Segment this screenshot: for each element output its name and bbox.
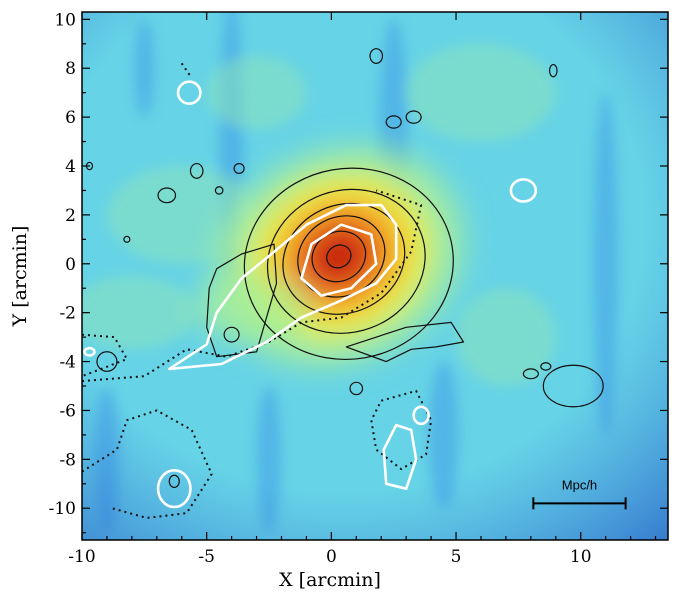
plot-area <box>82 12 668 540</box>
contour-blob <box>369 48 384 64</box>
white-contour-blob <box>509 178 538 203</box>
contour-blob <box>548 63 558 78</box>
contour-blob <box>385 115 402 129</box>
tick-labels: -10 -5 0 5 10 -10 -8 -6 -4 -2 0 2 4 6 8 10 <box>49 10 592 567</box>
y-axis-label: Y [arcmin] <box>9 226 31 328</box>
y-tick-label: 10 <box>54 10 76 30</box>
y-tick-label: 0 <box>65 255 76 275</box>
contour-level <box>282 202 406 315</box>
y-tick-label: -6 <box>59 401 76 421</box>
contour-tail <box>206 243 278 358</box>
white-contour-blob <box>83 346 96 357</box>
white-contour-low <box>382 423 418 490</box>
x-tick-label: -10 <box>68 547 95 567</box>
heatmap-level <box>311 231 366 282</box>
y-tick-label: -8 <box>59 450 76 470</box>
scale-bar: Mpc/h <box>532 477 627 510</box>
heatmap-tail <box>191 273 312 342</box>
contour-blob <box>157 187 177 204</box>
x-axis-label: X [arcmin] <box>279 569 381 591</box>
contour-blob <box>168 474 180 489</box>
contour-blob <box>214 186 224 195</box>
contour-blob <box>405 110 422 124</box>
y-tick-label: -10 <box>49 499 76 519</box>
contour-blob <box>542 364 604 408</box>
x-tick-label: 5 <box>451 547 462 567</box>
x-tick-label: -5 <box>198 547 215 567</box>
contour-blob <box>349 381 364 396</box>
y-tick-label: -2 <box>59 304 76 324</box>
y-tick-label: 6 <box>65 108 76 128</box>
contour-shelf <box>345 321 465 363</box>
contour-blob <box>223 326 240 343</box>
y-tick-label: -4 <box>59 353 76 373</box>
y-tick-label: 8 <box>65 59 76 79</box>
contour-dotted <box>82 189 423 383</box>
x-tick-label: 10 <box>570 547 592 567</box>
white-contour-blob <box>176 80 202 105</box>
contour-dotted <box>82 409 213 519</box>
contour-blob <box>233 162 245 174</box>
contour-blob <box>96 351 118 372</box>
contour-blob <box>189 162 204 179</box>
plot-frame <box>81 11 669 541</box>
contour-blob <box>522 368 539 380</box>
contours-black-dotted <box>82 62 433 519</box>
axis-ticks <box>81 12 668 540</box>
contour-blob <box>123 235 131 243</box>
white-contour-blob <box>412 405 430 426</box>
scale-bar-label: Mpc/h <box>562 477 597 492</box>
white-contour-blob <box>156 469 192 509</box>
white-contour-inner <box>300 223 378 297</box>
y-tick-label: 2 <box>65 206 76 226</box>
white-contour-main <box>168 203 398 371</box>
contour-level <box>243 167 454 361</box>
contours-white <box>83 80 538 509</box>
contour-blob <box>540 362 552 371</box>
y-tick-label: 4 <box>65 157 76 177</box>
contour-level <box>326 244 352 269</box>
heatmap-core <box>191 144 465 369</box>
x-tick-label: 0 <box>326 547 337 567</box>
contour-level <box>266 188 426 334</box>
